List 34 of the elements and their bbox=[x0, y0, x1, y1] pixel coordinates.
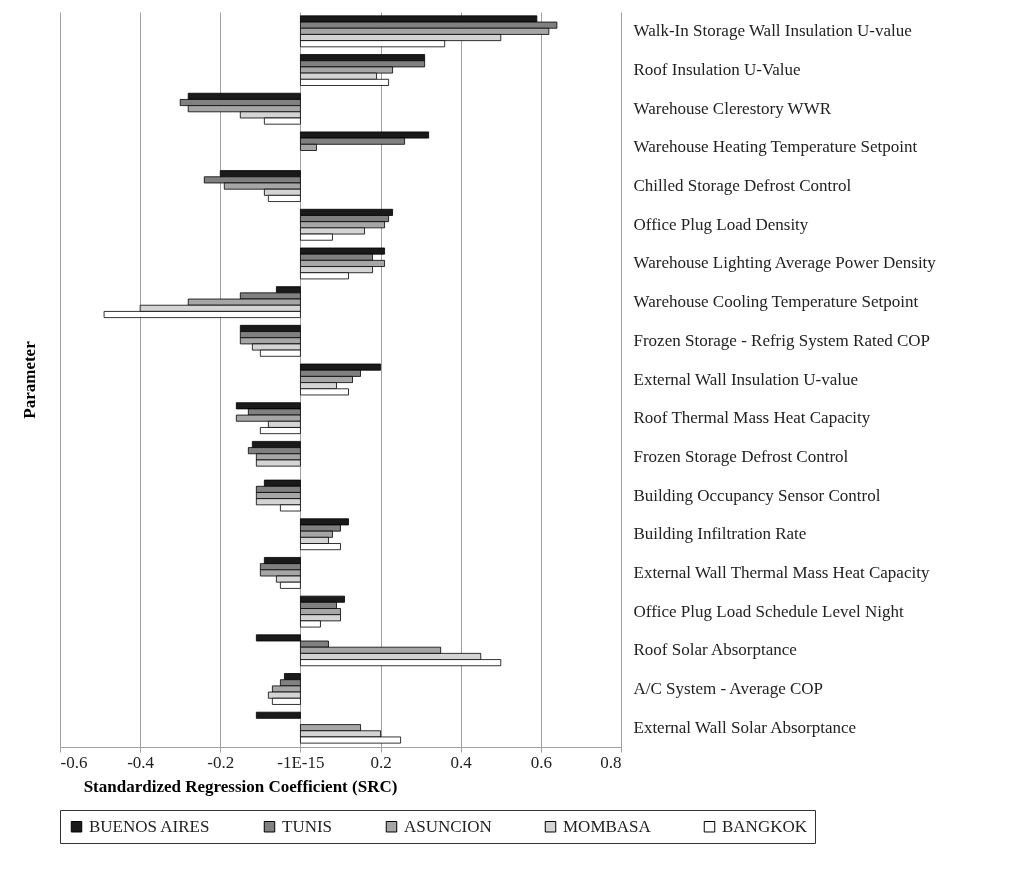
y-tick-label: Roof Insulation U-Value bbox=[633, 60, 801, 80]
x-tick-label: -1E-15 bbox=[277, 752, 325, 772]
y-tick-label: External Wall Insulation U-value bbox=[633, 369, 858, 389]
x-tick-label: 0.6 bbox=[530, 752, 552, 772]
legend-label: BUENOS AIRES bbox=[89, 816, 210, 836]
y-tick-label: Chilled Storage Defrost Control bbox=[633, 176, 852, 196]
y-tick-label: Warehouse Heating Temperature Setpoint bbox=[633, 137, 918, 157]
y-tick-label: Roof Solar Absorptance bbox=[633, 640, 797, 660]
y-tick-label: Warehouse Lighting Average Power Density bbox=[633, 253, 937, 273]
legend-label: TUNIS bbox=[282, 816, 333, 836]
y-tick-label: Warehouse Clerestory WWR bbox=[633, 98, 832, 118]
x-tick-label: -0.2 bbox=[207, 752, 235, 772]
x-tick-label: 0.2 bbox=[370, 752, 392, 772]
x-tick-label: -0.4 bbox=[127, 752, 155, 772]
y-tick-label: Warehouse Cooling Temperature Setpoint bbox=[633, 292, 919, 312]
x-axis-title: Standardized Regression Coefficient (SRC) bbox=[83, 776, 398, 796]
y-tick-label: Building Occupancy Sensor Control bbox=[633, 485, 881, 505]
y-tick-label: Office Plug Load Schedule Level Night bbox=[633, 601, 904, 621]
x-tick-label: 0.4 bbox=[450, 752, 473, 772]
legend-label: BANGKOK bbox=[722, 816, 808, 836]
y-tick-label: Building Infiltration Rate bbox=[633, 524, 807, 544]
legend-label: MOMBASA bbox=[563, 816, 652, 836]
y-tick-label: A/C System - Average COP bbox=[633, 678, 824, 698]
y-tick-label: Roof Thermal Mass Heat Capacity bbox=[633, 408, 871, 428]
y-tick-label: Office Plug Load Density bbox=[633, 214, 809, 234]
y-tick-label: External Wall Thermal Mass Heat Capacity bbox=[633, 562, 930, 582]
y-tick-label: Frozen Storage - Refrig System Rated COP bbox=[633, 330, 931, 350]
y-axis-title: Parameter bbox=[19, 340, 39, 419]
x-tick-label: -0.6 bbox=[60, 752, 88, 772]
y-tick-label: Walk-In Storage Wall Insulation U-value bbox=[633, 21, 912, 41]
x-tick-label: 0.8 bbox=[600, 752, 622, 772]
y-tick-label: Frozen Storage Defrost Control bbox=[633, 446, 849, 466]
y-tick-label: External Wall Solar Absorptance bbox=[633, 717, 857, 737]
legend-label: ASUNCION bbox=[404, 816, 492, 836]
